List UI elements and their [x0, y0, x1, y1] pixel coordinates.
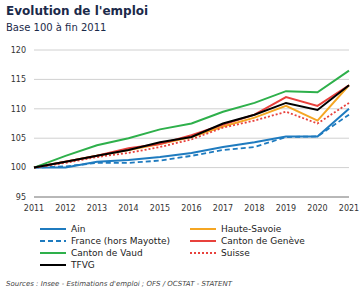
svg-text:2012: 2012 [55, 204, 75, 213]
svg-text:2014: 2014 [118, 204, 138, 213]
svg-text:115: 115 [11, 75, 26, 84]
svg-text:2018: 2018 [244, 204, 264, 213]
svg-text:2013: 2013 [87, 204, 107, 213]
html-text:Canton de Genève: Canton de Genève [221, 236, 305, 246]
html-text:Canton de Vaud: Canton de Vaud [71, 248, 143, 258]
svg-text:95: 95 [16, 193, 26, 202]
svg-text:2021: 2021 [339, 204, 355, 213]
html-text:Sources : Insee - Estimations: Sources : Insee - Estimations d'emploi ;… [6, 280, 232, 288]
html-text:Evolution de l'emploi: Evolution de l'emploi [6, 4, 149, 18]
svg-text:2020: 2020 [307, 204, 327, 213]
svg-text:110: 110 [11, 105, 26, 114]
svg-text:2017: 2017 [213, 204, 233, 213]
svg-text:2015: 2015 [150, 204, 170, 213]
svg-text:105: 105 [11, 134, 26, 143]
html-text:Suisse: Suisse [221, 248, 250, 258]
svg-text:2016: 2016 [181, 204, 201, 213]
svg-text:100: 100 [11, 163, 26, 172]
html-text:France (hors Mayotte): France (hors Mayotte) [71, 236, 170, 246]
svg-text:120: 120 [11, 46, 26, 55]
html-text:TFVG: TFVG [71, 260, 95, 270]
html-text:Haute-Savoie: Haute-Savoie [221, 224, 282, 234]
svg-text:2011: 2011 [24, 204, 44, 213]
html-text:Ain: Ain [71, 224, 86, 234]
html-text:Base 100 à fin 2011: Base 100 à fin 2011 [6, 22, 107, 33]
svg-text:2019: 2019 [276, 204, 296, 213]
